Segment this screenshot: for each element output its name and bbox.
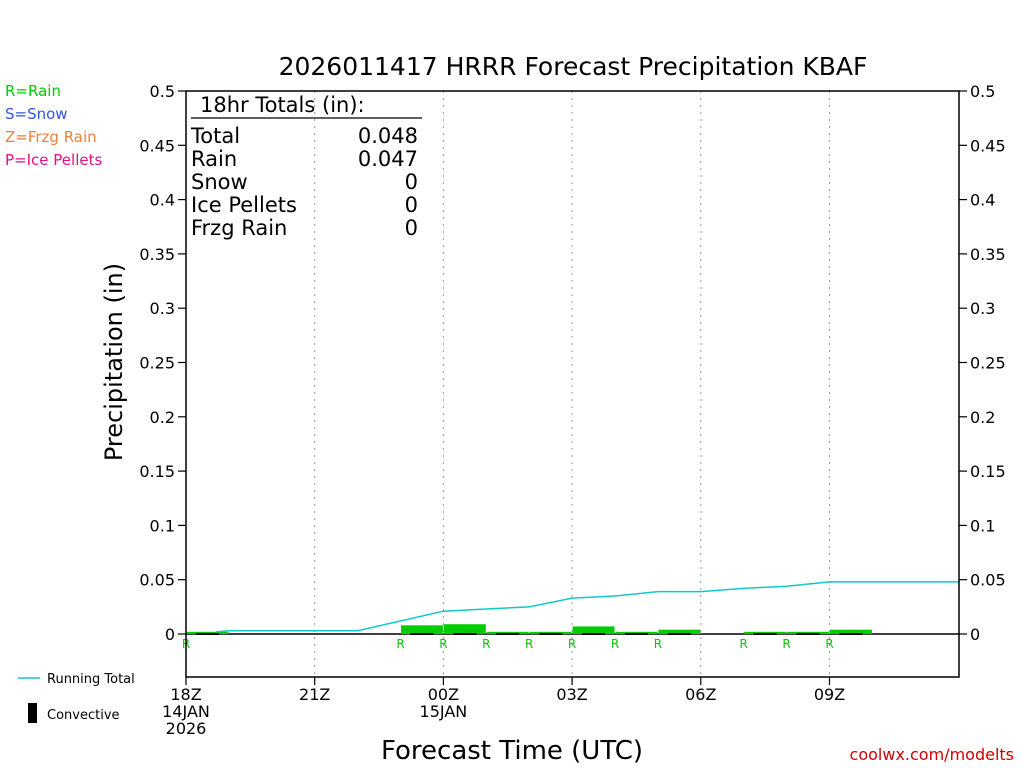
precip-bar [529, 631, 572, 634]
precip-bar [830, 629, 872, 634]
y-tick-label-right: 0.05 [970, 571, 1006, 590]
convective-bar [539, 633, 563, 635]
rain-mark: R [611, 637, 619, 651]
y-tick-label-left: 0.35 [139, 245, 175, 264]
precip-bar [486, 631, 529, 634]
chart-title: 2026011417 HRRR Forecast Precipitation K… [279, 52, 868, 81]
y-tick-label-right: 0.1 [970, 516, 995, 535]
totals-row-label: Ice Pellets [191, 193, 297, 217]
convective-bar [496, 633, 520, 635]
y-tick-label-left: 0.45 [139, 136, 175, 155]
y-tick-label-right: 0.35 [970, 245, 1006, 264]
convective-bar [796, 633, 820, 635]
y-tick-label-left: 0.1 [150, 516, 175, 535]
y-tick-label-right: 0.4 [970, 191, 995, 210]
convective-bar [453, 633, 477, 635]
convective-legend-swatch [28, 703, 37, 723]
convective-bar [410, 633, 434, 635]
x-tick-label: 14JAN [162, 702, 210, 721]
precip-type-legend-item: Z=Frzg Rain [5, 128, 97, 146]
rain-mark: R [525, 637, 533, 651]
y-tick-label-right: 0.2 [970, 408, 995, 427]
precip-bar [443, 624, 486, 634]
x-tick-label: 15JAN [420, 702, 468, 721]
y-tick-label-right: 0.25 [970, 354, 1006, 373]
y-tick-label-right: 0.5 [970, 82, 995, 101]
y-tick-label-right: 0.3 [970, 299, 995, 318]
x-axis-label: Forecast Time (UTC) [381, 736, 643, 766]
gridlines [185, 91, 959, 677]
convective-legend-label: Convective [47, 708, 120, 723]
rain-mark: R [439, 637, 447, 651]
precip-bar [572, 626, 615, 634]
y-tick-label-right: 0 [970, 625, 980, 644]
y-tick-label-left: 0.25 [139, 354, 175, 373]
totals-row-label: Total [190, 124, 240, 148]
y-tick-label-left: 0.3 [150, 299, 175, 318]
rain-mark: R [654, 637, 662, 651]
y-axis-ticks: 0 00.05 0.050.1 0.10.15 0.150.2 0.20.25 0.250.… [139, 82, 1005, 644]
y-tick-label-left: 0.4 [150, 191, 175, 210]
x-tick-label: 18Z [170, 685, 201, 704]
rain-mark: R [482, 637, 490, 651]
y-tick-label-left: 0 [165, 625, 175, 644]
convective-bar [582, 633, 605, 635]
precip-bar [401, 625, 443, 634]
totals-row-value: 0 [405, 216, 418, 240]
precip-type-legend-item: R=Rain [5, 82, 61, 100]
x-tick-label: 21Z [299, 685, 330, 704]
x-tick-label: 06Z [685, 685, 716, 704]
totals-row-value: 0 [405, 193, 418, 217]
x-tick-label: 09Z [814, 685, 845, 704]
convective-bar [196, 633, 219, 635]
convective-bar [753, 633, 777, 635]
y-tick-label-right: 0.45 [970, 136, 1006, 155]
precip-bar [744, 631, 787, 634]
running-total-line [215, 581, 959, 633]
rain-mark: R [782, 637, 790, 651]
y-tick-label-left: 0.2 [150, 408, 175, 427]
rain-mark: R [740, 637, 748, 651]
rain-mark: R [396, 637, 404, 651]
x-tick-label: 2026 [166, 719, 207, 738]
y-axis-label: Precipitation (in) [100, 263, 128, 461]
precip-type-legend-item: P=Ice Pellets [5, 151, 102, 169]
totals-row-value: 0.047 [358, 147, 418, 171]
convective-bar [667, 633, 691, 635]
rain-mark: R [568, 637, 576, 651]
totals-row-label: Frzg Rain [191, 216, 287, 240]
y-tick-label-right: 0.15 [970, 462, 1006, 481]
totals-row-label: Snow [191, 170, 248, 194]
rain-mark: R [825, 637, 833, 651]
precip-bar [615, 631, 658, 634]
x-tick-label: 03Z [556, 685, 587, 704]
running-total-series [215, 581, 959, 633]
convective-bar [625, 633, 648, 635]
precip-bar [787, 631, 829, 634]
totals-row-label: Rain [191, 147, 237, 171]
precip-bar [186, 631, 229, 634]
credit-link[interactable]: coolwx.com/modelts [850, 745, 1014, 764]
y-tick-label-left: 0.5 [150, 82, 175, 101]
convective-bars [196, 633, 863, 635]
totals-header: 18hr Totals (in): [200, 93, 365, 117]
bottom-legend: Running Total Convective [18, 672, 135, 723]
x-tick-label: 00Z [428, 685, 459, 704]
totals-box: 18hr Totals (in): Total 0.048 Rain 0.047 Sno… [190, 93, 422, 240]
running-total-legend-label: Running Total [47, 672, 135, 687]
precip-type-legend-item: S=Snow [5, 105, 68, 123]
precip-bars [186, 624, 872, 634]
y-tick-label-left: 0.05 [139, 571, 175, 590]
y-tick-label-left: 0.15 [139, 462, 175, 481]
totals-row-value: 0 [405, 170, 418, 194]
precip-type-legend: R=Rain S=Snow Z=Frzg Rain P=Ice Pellets [5, 82, 102, 169]
precip-bar [658, 629, 701, 634]
totals-row-value: 0.048 [358, 124, 418, 148]
convective-bar [839, 633, 863, 635]
